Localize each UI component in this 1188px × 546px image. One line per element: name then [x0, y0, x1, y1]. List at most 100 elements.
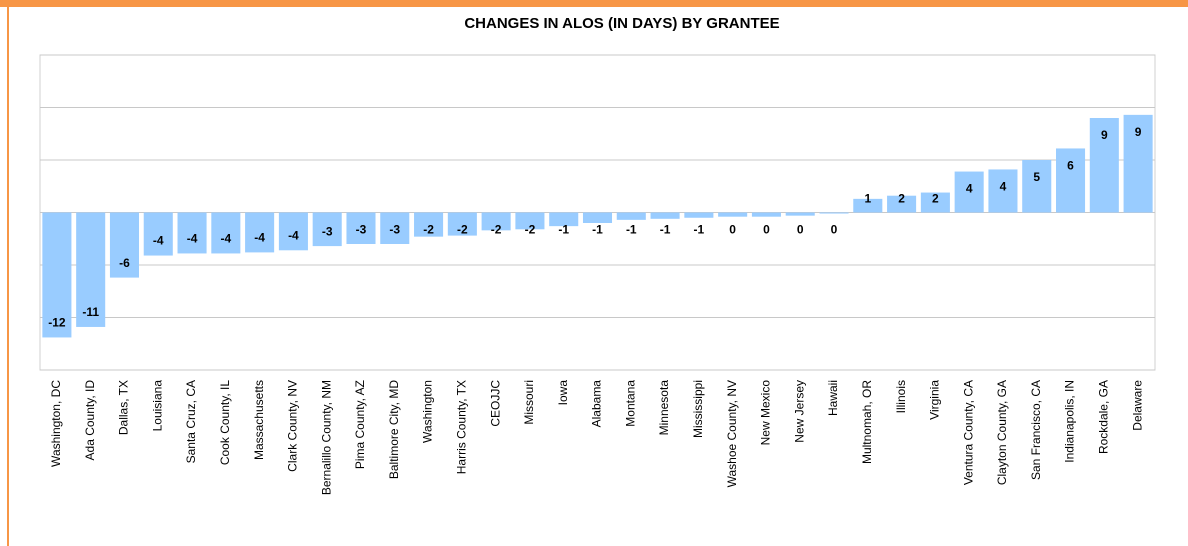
bar	[346, 212, 376, 244]
value-label: -3	[322, 224, 333, 238]
value-label: 4	[1000, 180, 1007, 194]
x-tick-label: Bernalillo County, NM	[319, 380, 333, 495]
value-label: -3	[389, 223, 400, 237]
bar	[650, 212, 680, 219]
value-label: -4	[288, 228, 299, 242]
x-tick-label: Cook County, IL	[218, 380, 232, 465]
bar	[109, 212, 139, 278]
x-tick-label: Alabama	[590, 380, 604, 428]
bar	[380, 212, 410, 244]
bar	[1022, 160, 1052, 213]
bar	[819, 212, 849, 214]
value-label: -1	[694, 223, 705, 237]
x-tick-label: Illinois	[894, 380, 908, 413]
bar	[988, 169, 1018, 213]
value-label: 0	[763, 223, 770, 237]
value-label: -1	[592, 223, 603, 237]
bar	[887, 195, 917, 213]
x-tick-label: Baltimore City, MD	[387, 380, 401, 479]
value-label: -3	[356, 223, 367, 237]
x-tick-label: CEOJJC	[488, 380, 502, 427]
x-tick-label: Ventura County, CA	[961, 380, 975, 485]
frame-left	[7, 0, 9, 546]
bar	[414, 212, 444, 237]
value-label: 9	[1135, 125, 1142, 139]
x-tick-label: Indianapolis, IN	[1063, 380, 1077, 463]
value-label: 0	[831, 223, 838, 237]
bar	[278, 212, 308, 251]
x-tick-label: New Jersey	[792, 380, 806, 443]
frame-top	[0, 0, 1188, 7]
x-tick-label: Harris County, TX	[455, 380, 469, 474]
x-tick-label: Rockdale, GA	[1096, 380, 1110, 454]
x-tick-label: Hawaii	[826, 380, 840, 416]
value-label: -4	[187, 232, 198, 246]
value-label: 9	[1101, 128, 1108, 142]
bar	[785, 212, 815, 216]
value-label: 6	[1067, 159, 1074, 173]
value-label: 5	[1033, 170, 1040, 184]
bar	[616, 212, 646, 220]
value-label: -2	[491, 223, 502, 237]
x-tick-label: Massachusetts	[252, 380, 266, 460]
bar	[954, 171, 984, 213]
value-label: -2	[423, 223, 434, 237]
bar	[1123, 114, 1153, 213]
x-tick-label: San Francisco, CA	[1029, 380, 1043, 480]
value-label: 4	[966, 182, 973, 196]
bar	[76, 212, 106, 327]
x-tick-label: Clayton County, GA	[995, 380, 1009, 485]
value-label: -12	[48, 316, 66, 330]
x-tick-label: New Mexico	[759, 380, 773, 446]
value-label: 2	[898, 192, 905, 206]
value-label: -4	[254, 231, 265, 245]
x-tick-label: Montana	[623, 380, 637, 427]
bar	[143, 212, 173, 256]
value-label: 0	[797, 223, 804, 237]
x-tick-label: Missouri	[522, 380, 536, 425]
x-tick-label: Minnesota	[657, 380, 671, 436]
x-tick-label: Iowa	[556, 380, 570, 406]
bar	[920, 192, 950, 213]
value-label: 0	[729, 223, 736, 237]
x-tick-label: Washington, DC	[49, 380, 63, 467]
bar	[42, 212, 72, 338]
bar	[447, 212, 477, 236]
x-tick-label: Multnomah, OR	[860, 380, 874, 464]
x-tick-label: Delaware	[1130, 380, 1144, 431]
x-tick-label: Pima County, AZ	[353, 380, 367, 469]
x-tick-label: Virginia	[928, 380, 942, 420]
bar	[1089, 118, 1119, 213]
value-label: -4	[153, 234, 164, 248]
bar	[549, 212, 579, 227]
value-label: 1	[864, 192, 871, 206]
bar	[177, 212, 207, 254]
x-tick-label: Dallas, TX	[117, 380, 131, 435]
bar	[582, 212, 613, 223]
x-tick-label: Washoe County, NV	[725, 380, 739, 487]
bar	[312, 212, 342, 247]
value-label: 2	[932, 192, 939, 206]
x-tick-label: Clark County, NV	[286, 380, 300, 472]
bar	[245, 212, 275, 253]
bar	[515, 212, 545, 230]
value-label: -4	[220, 232, 231, 246]
value-label: -6	[119, 256, 130, 270]
x-tick-label: Ada County, ID	[83, 380, 97, 461]
bar	[853, 198, 883, 213]
bar	[684, 212, 714, 218]
bar	[718, 212, 748, 217]
bar	[751, 212, 781, 217]
x-tick-label: Washington	[421, 380, 435, 443]
value-label: -11	[82, 305, 99, 319]
x-tick-label: Mississippi	[691, 380, 705, 438]
value-label: -2	[457, 223, 468, 237]
value-label: -1	[558, 223, 569, 237]
bar	[1056, 148, 1086, 213]
bar	[481, 212, 511, 231]
value-label: -2	[525, 223, 536, 237]
value-label: -1	[660, 223, 671, 237]
value-label: -1	[626, 223, 637, 237]
chart-title: CHANGES IN ALOS (IN DAYS) BY GRANTEE	[464, 15, 779, 32]
